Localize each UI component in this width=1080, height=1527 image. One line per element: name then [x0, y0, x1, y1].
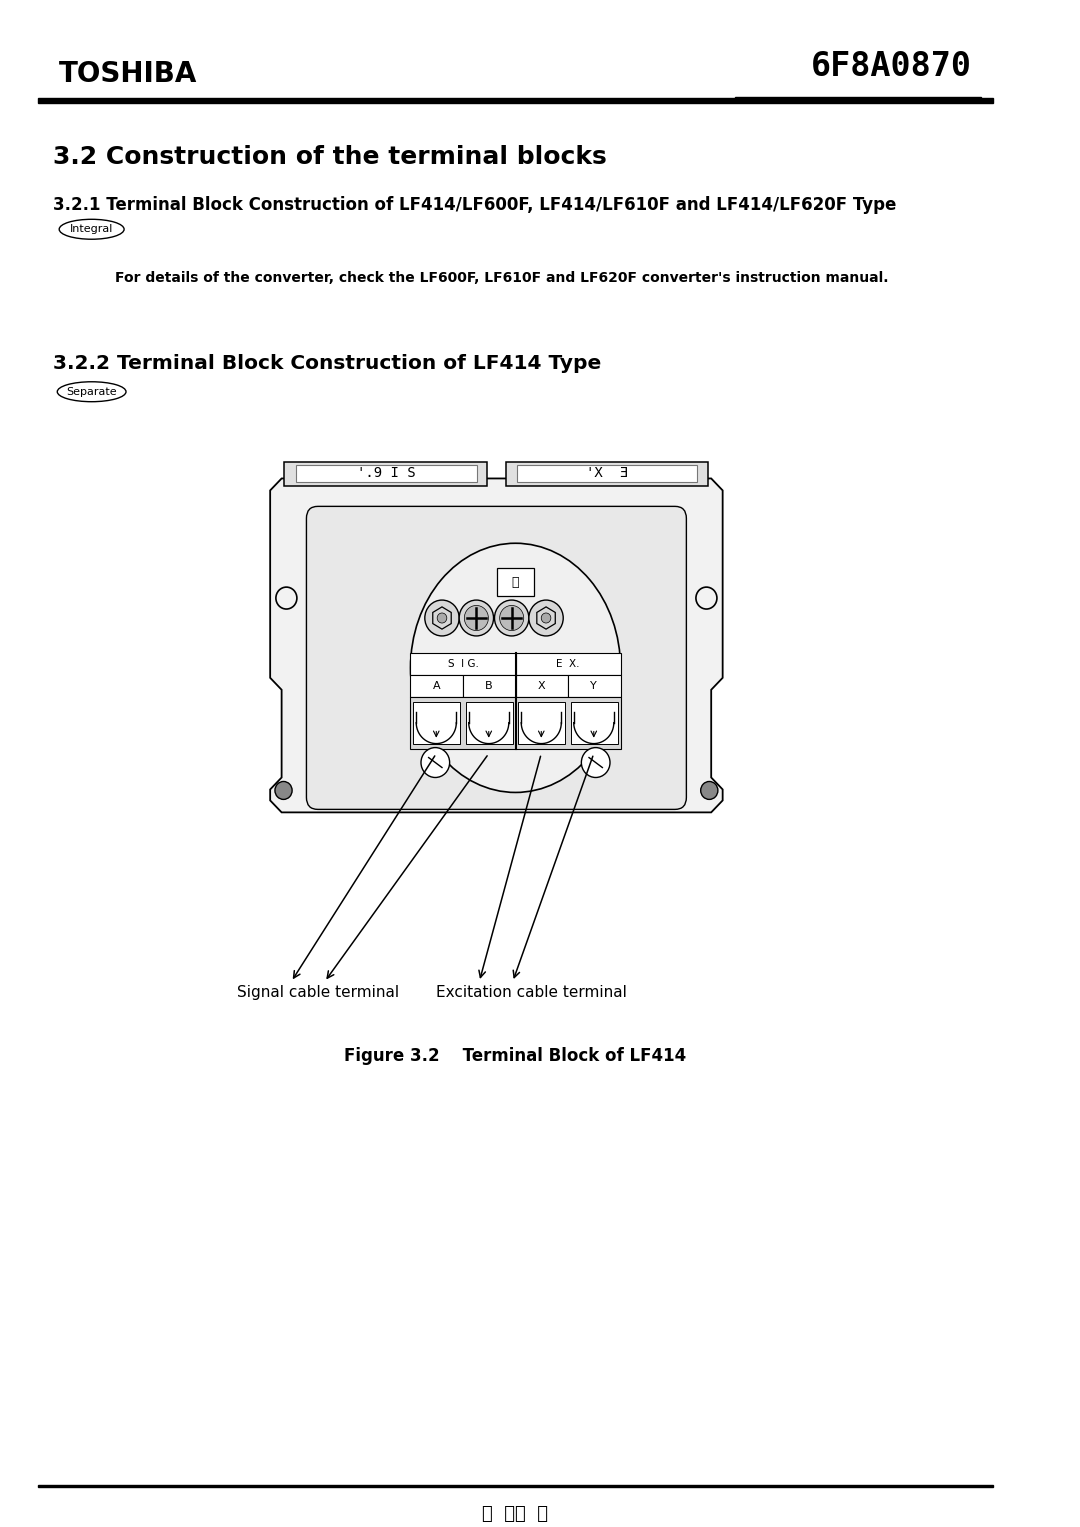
Bar — [515, 654, 621, 675]
Text: Y: Y — [591, 681, 597, 690]
Text: Excitation cable terminal: Excitation cable terminal — [436, 985, 627, 1000]
Text: 'X  Ǝ: 'X Ǝ — [586, 466, 629, 481]
Bar — [296, 464, 477, 483]
Ellipse shape — [410, 544, 621, 793]
Polygon shape — [270, 478, 723, 812]
Bar — [568, 675, 621, 696]
Bar — [735, 98, 982, 99]
FancyBboxPatch shape — [307, 507, 687, 809]
Text: For details of the converter, check the LF600F, LF610F and LF620F converter's in: For details of the converter, check the … — [114, 272, 888, 286]
Text: Figure 3.2    Terminal Block of LF414: Figure 3.2 Terminal Block of LF414 — [345, 1046, 687, 1064]
Bar — [284, 461, 487, 487]
Circle shape — [464, 605, 488, 631]
Text: B: B — [485, 681, 492, 690]
Text: E  X.: E X. — [556, 658, 580, 669]
Text: A: A — [432, 681, 440, 690]
Text: Separate: Separate — [66, 386, 117, 397]
Circle shape — [500, 605, 524, 631]
Circle shape — [495, 600, 529, 635]
Circle shape — [424, 600, 459, 635]
Text: Signal cable terminal: Signal cable terminal — [237, 985, 399, 1000]
Text: 3.2 Construction of the terminal blocks: 3.2 Construction of the terminal blocks — [53, 145, 606, 168]
Text: 3.2.1 Terminal Block Construction of LF414/LF600F, LF414/LF610F and LF414/LF620F: 3.2.1 Terminal Block Construction of LF4… — [53, 197, 896, 214]
Circle shape — [421, 748, 449, 777]
Circle shape — [701, 782, 718, 800]
Text: Integral: Integral — [70, 224, 113, 234]
Text: ⏚: ⏚ — [512, 576, 519, 588]
Text: 3.2.2 Terminal Block Construction of LF414 Type: 3.2.2 Terminal Block Construction of LF4… — [53, 354, 600, 373]
Bar — [414, 702, 460, 744]
Bar — [505, 461, 708, 487]
Text: '.9 I S: '.9 I S — [357, 466, 416, 481]
Circle shape — [529, 600, 564, 635]
Bar — [571, 702, 618, 744]
Circle shape — [581, 748, 610, 777]
Circle shape — [437, 612, 447, 623]
Text: X: X — [538, 681, 545, 690]
Circle shape — [459, 600, 494, 635]
Text: 6F8A0870: 6F8A0870 — [811, 50, 972, 82]
Bar — [515, 675, 568, 696]
Circle shape — [541, 612, 551, 623]
Bar — [38, 98, 993, 102]
Text: S  I G.: S I G. — [447, 658, 478, 669]
Bar — [517, 464, 697, 483]
Bar — [518, 702, 565, 744]
Bar — [410, 696, 621, 748]
Text: －  ２３  －: － ２３ － — [483, 1506, 549, 1522]
Bar — [465, 702, 513, 744]
Bar — [410, 654, 515, 675]
Bar — [463, 675, 515, 696]
Text: TOSHIBA: TOSHIBA — [59, 60, 198, 89]
Bar — [38, 1484, 993, 1487]
Bar — [410, 675, 463, 696]
Circle shape — [275, 782, 292, 800]
Bar — [498, 568, 534, 596]
